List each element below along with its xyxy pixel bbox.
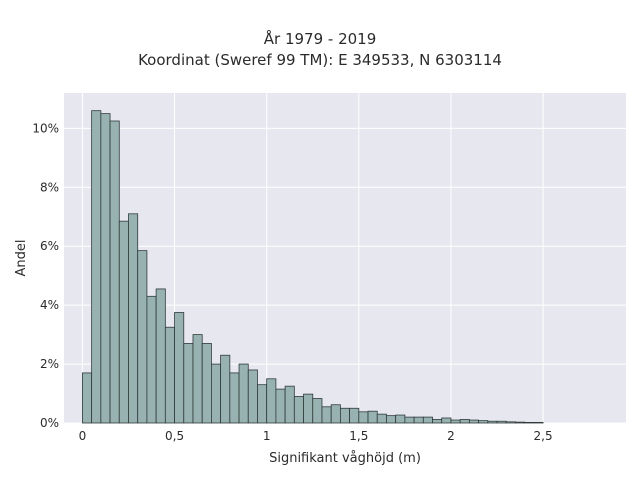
histogram-bar — [339, 407, 351, 424]
y-tick-label: 2% — [40, 357, 59, 371]
histogram-bar — [349, 407, 360, 424]
histogram-bar — [91, 110, 102, 424]
x-tick-label: 2,5 — [534, 429, 553, 443]
histogram-bar — [413, 416, 424, 424]
histogram-bar — [367, 410, 378, 424]
histogram-bar — [118, 220, 129, 424]
histogram-bar — [533, 422, 544, 424]
x-tick-label: 0 — [79, 429, 87, 443]
y-tick-label: 0% — [40, 416, 59, 430]
histogram-bar — [257, 384, 268, 424]
histogram-bar — [192, 334, 203, 424]
histogram-bar — [312, 398, 323, 424]
x-tick-label: 1 — [263, 429, 271, 443]
histogram-bar — [478, 420, 489, 424]
histogram-bar — [164, 326, 175, 424]
histogram-bar — [229, 372, 240, 424]
histogram-bar — [303, 393, 314, 424]
histogram-bar — [450, 419, 461, 424]
histogram-bar — [524, 422, 535, 424]
histogram-bar — [128, 213, 139, 424]
histogram-bar — [376, 413, 387, 424]
histogram-bar — [386, 415, 397, 424]
y-tick-label: 10% — [32, 121, 59, 135]
histogram-bar — [183, 343, 194, 424]
histogram-bar — [496, 420, 507, 424]
histogram-bar — [247, 369, 258, 424]
histogram-bar — [137, 250, 148, 424]
histogram-bar — [330, 404, 341, 424]
histogram-bar — [220, 354, 231, 424]
histogram-bar — [275, 388, 286, 424]
chart-subtitle: Koordinat (Sweref 99 TM): E 349533, N 63… — [138, 51, 502, 69]
histogram-bar — [358, 411, 369, 424]
x-axis-title: Signifikant våghöjd (m) — [269, 451, 421, 466]
y-axis-title: Andel — [14, 240, 29, 277]
histogram-bar — [487, 420, 498, 424]
x-tick-label: 2 — [447, 429, 455, 443]
histogram-bar — [284, 385, 295, 424]
histogram-bar — [505, 421, 516, 424]
histogram-bar — [174, 312, 185, 424]
histogram-bar — [146, 295, 157, 424]
histogram-bar — [441, 417, 452, 424]
histogram-bar — [432, 419, 443, 424]
histogram-bar — [293, 396, 304, 424]
y-axis-ticks: 0% 2% 4% 6% 8% 10% — [32, 121, 59, 430]
histogram-bar — [100, 113, 111, 424]
histogram-bar — [321, 406, 332, 424]
histogram-bar — [82, 372, 93, 424]
histogram-bar — [266, 378, 277, 424]
histogram-bar — [155, 288, 166, 424]
chart-title: År 1979 - 2019 — [263, 30, 377, 48]
histogram-bar — [201, 343, 212, 424]
y-tick-label: 6% — [40, 239, 59, 253]
histogram-bar — [238, 363, 249, 424]
x-tick-label: 1,5 — [349, 429, 368, 443]
y-tick-label: 8% — [40, 180, 59, 194]
histogram-bar — [211, 363, 222, 424]
histogram-bar — [468, 419, 479, 424]
histogram-bar — [459, 419, 470, 424]
histogram-bar — [404, 416, 415, 424]
histogram-bar — [515, 421, 526, 424]
histogram-bar — [422, 416, 433, 424]
y-tick-label: 4% — [40, 298, 59, 312]
histogram-bar — [109, 120, 120, 424]
x-axis-ticks: 0 0,5 1 1,5 2 2,5 — [79, 429, 553, 443]
histogram-bar — [395, 414, 406, 424]
x-tick-label: 0,5 — [165, 429, 184, 443]
histogram-bars — [82, 110, 544, 424]
